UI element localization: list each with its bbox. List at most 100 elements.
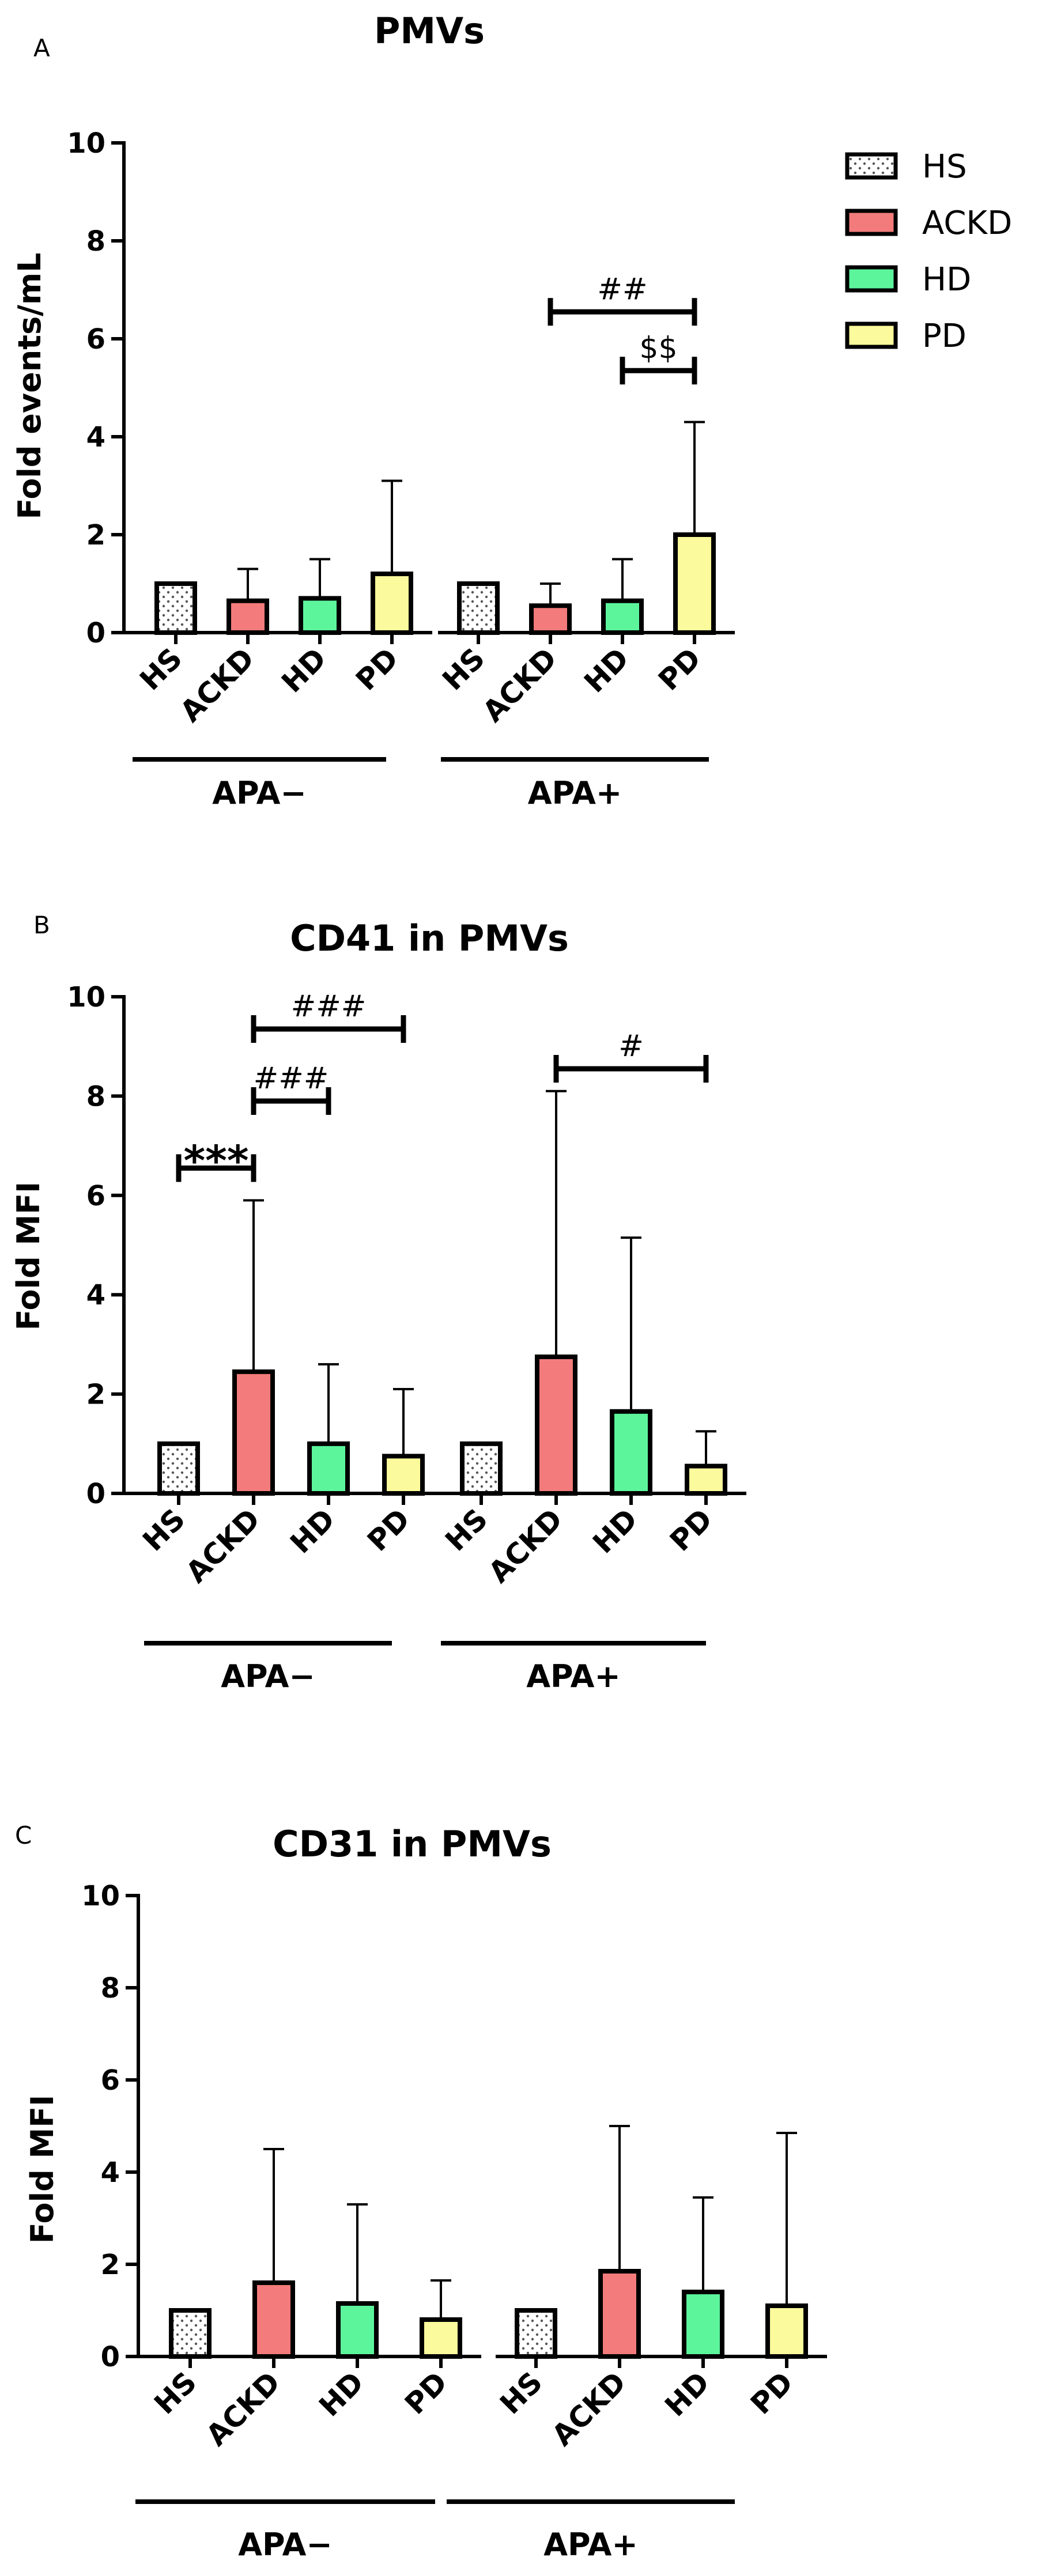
legend-item-hs: HS — [845, 148, 967, 186]
x-tick-label: HD — [275, 641, 333, 699]
x-tick-label: ACKD — [173, 641, 260, 728]
bar-ackd — [252, 2280, 295, 2359]
y-tick-label: 6 — [86, 323, 105, 355]
bar-pd — [420, 2317, 462, 2359]
significance-label: ### — [291, 989, 367, 1024]
bar-ackd — [226, 598, 269, 635]
bar-pd — [765, 2303, 808, 2359]
y-tick-label: 0 — [86, 1478, 105, 1510]
bar-ackd — [232, 1369, 275, 1496]
legend-item-pd: PD — [845, 317, 967, 355]
legend-item-hd: HD — [845, 261, 971, 298]
panel-a-title: PMVs — [374, 10, 485, 52]
bar-hd — [682, 2290, 724, 2359]
y-tick-label: 4 — [86, 1279, 105, 1311]
x-tick-label: HD — [659, 2365, 716, 2423]
x-tick-label: PD — [398, 2365, 454, 2420]
x-tick-label: PD — [652, 641, 707, 697]
bar-hd — [307, 1441, 350, 1496]
x-tick-label: ACKD — [199, 2365, 286, 2452]
group-label: APA+ — [528, 775, 622, 811]
panel-c-letter: C — [15, 1821, 32, 1849]
legend-label-hs: HS — [922, 148, 967, 186]
group-label: APA− — [238, 2526, 332, 2563]
legend-swatch-pd — [845, 321, 898, 349]
bar-hd — [299, 596, 341, 635]
y-tick-label: 8 — [86, 1080, 105, 1113]
y-tick-label: 2 — [86, 1379, 105, 1411]
bar-pd — [382, 1454, 425, 1496]
legend: HS ACKD HD PD — [845, 148, 1012, 355]
y-tick-label: 4 — [101, 2157, 120, 2189]
x-tick-label: HD — [578, 641, 636, 699]
bar-ackd — [598, 2269, 641, 2359]
legend-label-ackd: ACKD — [922, 205, 1012, 242]
y-tick-label: 8 — [101, 1972, 120, 2004]
bar-hs — [154, 581, 197, 635]
bar-ackd — [529, 603, 572, 635]
significance-label: $$ — [639, 331, 677, 365]
y-tick-label: 0 — [86, 617, 105, 649]
group-label: APA+ — [543, 2526, 637, 2563]
bar-hs — [169, 2308, 212, 2359]
y-tick-label: 0 — [101, 2341, 120, 2373]
x-tick-label: HS — [136, 1502, 191, 1557]
x-tick-label: HD — [284, 1502, 342, 1560]
legend-swatch-hd — [845, 265, 898, 293]
x-tick-label: HS — [148, 2365, 203, 2420]
legend-label-hd: HD — [922, 261, 971, 298]
x-tick-label: PD — [361, 1502, 416, 1557]
x-tick-label: HS — [439, 1502, 494, 1557]
panel-c-ylabel: Fold MFI — [24, 2095, 61, 2244]
bar-hs — [460, 1441, 503, 1496]
legend-item-ackd: ACKD — [845, 205, 1012, 242]
bar-hs — [515, 2308, 557, 2359]
bar-ackd — [535, 1354, 577, 1496]
y-tick-label: 8 — [86, 225, 105, 258]
bar-pd — [685, 1463, 727, 1496]
y-tick-label: 4 — [86, 421, 105, 453]
x-tick-label: HD — [313, 2365, 371, 2423]
x-tick-label: PD — [663, 1502, 719, 1557]
significance-label: ## — [597, 272, 647, 307]
panel-a-letter: A — [33, 34, 50, 62]
group-label: APA− — [212, 775, 306, 811]
x-tick-label: ACKD — [476, 641, 563, 728]
x-tick-label: HD — [587, 1502, 644, 1560]
x-tick-label: HS — [493, 2365, 549, 2420]
x-tick-label: HS — [436, 641, 491, 697]
x-tick-label: ACKD — [545, 2365, 632, 2452]
bar-hd — [601, 598, 644, 635]
panel-a-ylabel: Fold events/mL — [12, 252, 48, 519]
significance-label: # — [618, 1029, 644, 1064]
significance-label: *** — [184, 1136, 249, 1185]
group-label: APA− — [221, 1658, 315, 1694]
bar-pd — [371, 572, 413, 635]
bar-hd — [336, 2301, 379, 2359]
legend-swatch-hs — [845, 152, 898, 180]
x-tick-label: HS — [133, 641, 188, 697]
x-tick-label: ACKD — [482, 1502, 569, 1589]
x-tick-label: PD — [744, 2365, 799, 2420]
y-tick-label: 2 — [101, 2249, 120, 2281]
y-tick-label: 10 — [81, 1880, 120, 1912]
panel-c-title: CD31 in PMVs — [273, 1823, 552, 1865]
panel-b-letter: B — [33, 911, 50, 939]
legend-label-pd: PD — [922, 317, 967, 355]
y-tick-label: 6 — [101, 2064, 120, 2097]
bar-pd — [673, 532, 716, 635]
panel-b-ylabel: Fold MFI — [10, 1182, 47, 1330]
x-tick-label: PD — [349, 641, 405, 697]
group-label: APA+ — [526, 1658, 620, 1694]
y-tick-label: 10 — [67, 981, 105, 1013]
y-tick-label: 6 — [86, 1180, 105, 1212]
significance-label: ### — [254, 1061, 329, 1096]
bar-hs — [457, 581, 500, 635]
bar-hs — [157, 1441, 200, 1496]
